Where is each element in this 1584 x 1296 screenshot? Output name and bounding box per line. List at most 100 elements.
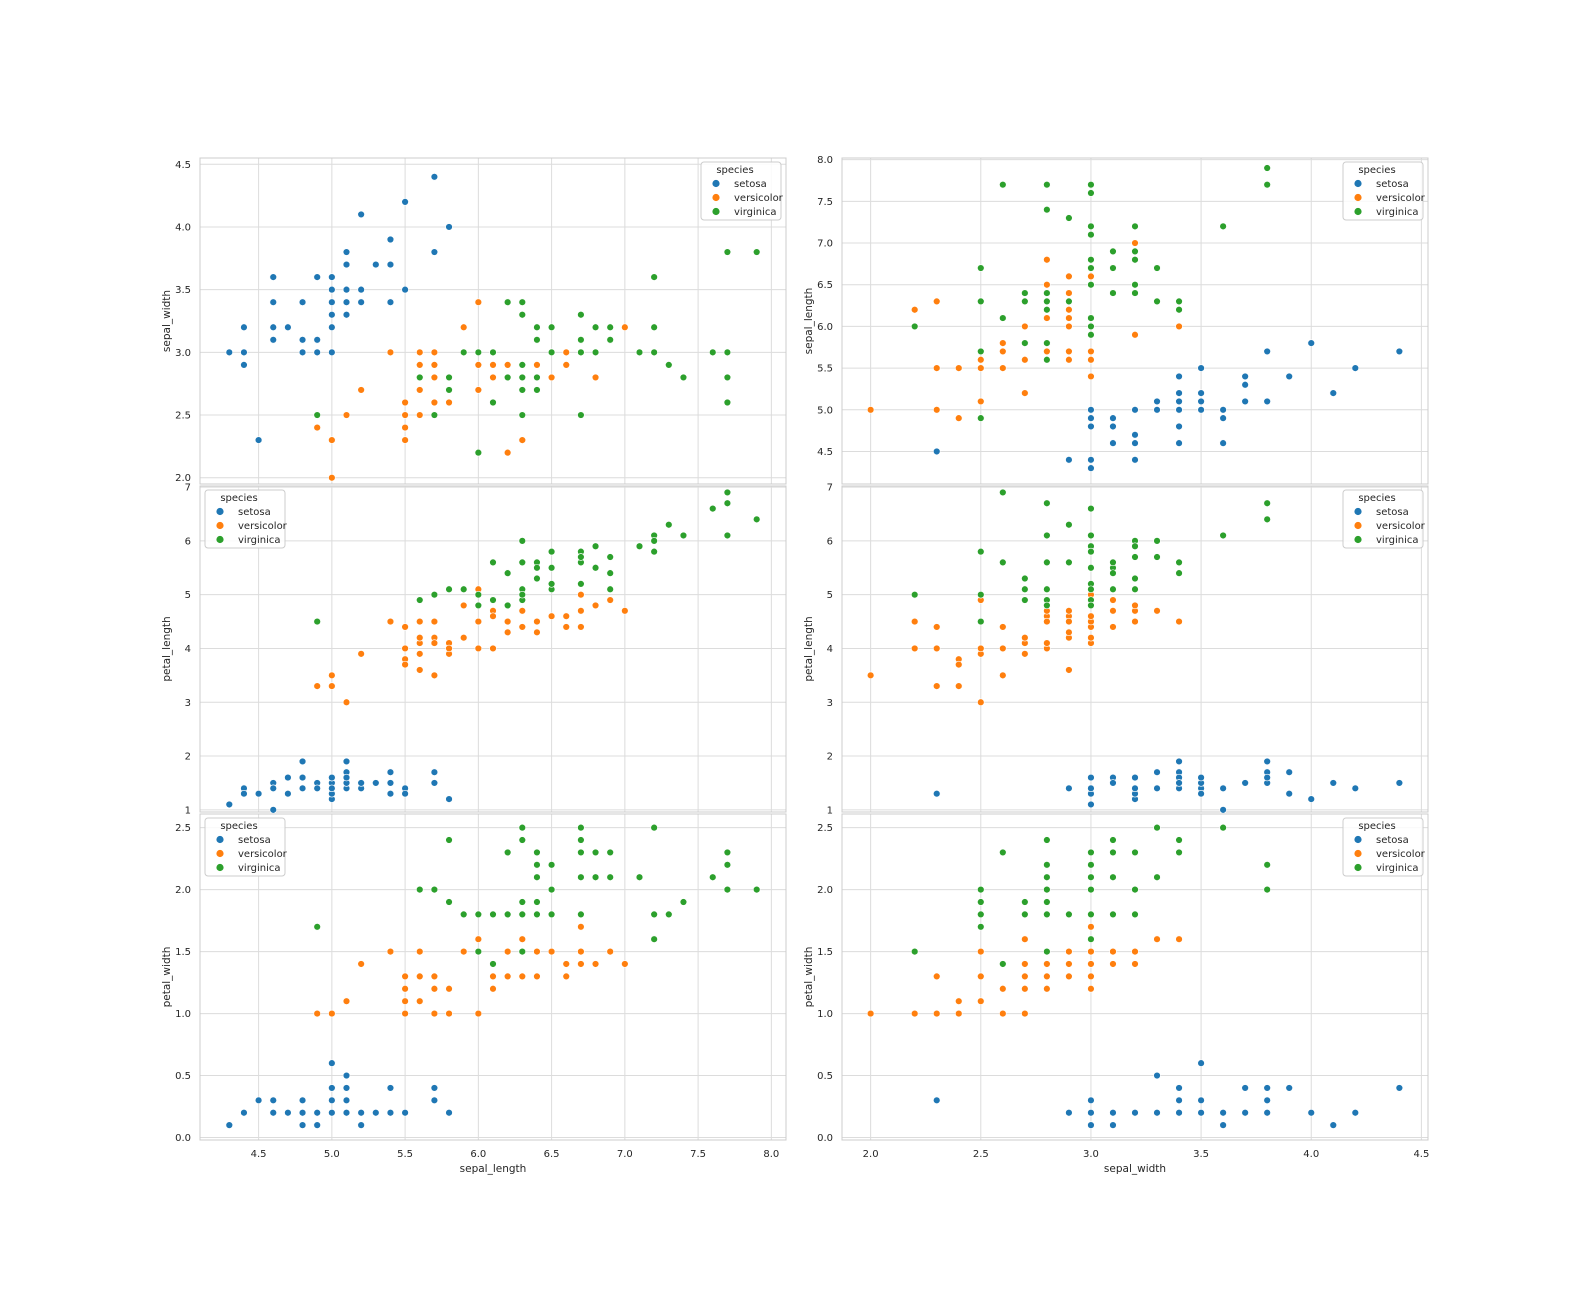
data-point: [357, 210, 365, 219]
data-point: [1043, 898, 1051, 906]
data-point: [298, 348, 307, 357]
data-point: [386, 779, 395, 787]
data-point: [1351, 784, 1360, 793]
y-tick-label: 2.5: [817, 823, 833, 834]
data-point: [489, 558, 497, 567]
data-point: [313, 348, 321, 357]
data-point: [1197, 364, 1205, 372]
data-point: [1087, 414, 1095, 422]
data-point: [313, 1121, 321, 1129]
data-point: [474, 448, 483, 457]
data-point: [342, 757, 351, 766]
data-point: [533, 861, 541, 869]
legend-marker: [712, 179, 720, 188]
data-point: [328, 323, 336, 331]
series-virginica: [313, 248, 761, 457]
data-point: [1087, 322, 1095, 331]
data-point: [933, 790, 941, 798]
data-point: [1021, 585, 1029, 593]
data-point: [955, 660, 963, 669]
data-point: [1175, 757, 1183, 766]
data-point: [723, 848, 732, 857]
y-tick-label: 4: [185, 644, 191, 655]
data-point: [577, 923, 585, 931]
data-point: [430, 348, 439, 357]
legend-marker: [216, 535, 224, 544]
data-point: [460, 348, 468, 357]
data-point: [518, 361, 526, 369]
y-tick-label: 6.5: [817, 280, 833, 291]
data-point: [1109, 289, 1117, 297]
data-point: [1241, 381, 1249, 389]
data-point: [386, 348, 395, 357]
data-point: [401, 285, 409, 294]
data-point: [1087, 222, 1095, 231]
data-point: [1329, 389, 1337, 397]
data-point: [342, 260, 351, 269]
data-point: [518, 947, 526, 956]
data-point: [1175, 848, 1183, 857]
data-point: [1263, 773, 1271, 782]
data-point: [445, 223, 453, 231]
data-point: [910, 617, 919, 626]
y-axis-label: sepal_length: [803, 288, 815, 355]
data-point: [503, 569, 512, 577]
data-point: [547, 348, 556, 357]
data-point: [1087, 935, 1095, 943]
data-point: [1175, 935, 1183, 943]
legend-marker: [1354, 849, 1362, 858]
data-point: [650, 910, 658, 919]
data-point: [1087, 800, 1095, 809]
data-point: [430, 361, 439, 369]
data-point: [1153, 768, 1161, 776]
data-point: [460, 601, 468, 610]
legend-title: species: [220, 493, 257, 504]
series-versicolor: [866, 585, 1183, 706]
legend-entry: setosa: [734, 179, 767, 190]
data-point: [1175, 1084, 1183, 1092]
data-point: [269, 323, 277, 331]
data-point: [1043, 306, 1051, 314]
data-point: [328, 1109, 336, 1117]
data-point: [955, 364, 963, 372]
data-point: [328, 773, 336, 782]
data-point: [386, 947, 395, 956]
legend-entry: virginica: [238, 535, 281, 546]
data-point: [254, 1096, 263, 1105]
data-point: [1263, 885, 1271, 894]
data-point: [977, 397, 985, 406]
data-point: [1285, 1084, 1293, 1092]
data-point: [503, 361, 512, 369]
data-point: [1109, 439, 1117, 447]
y-tick-label: 6.0: [817, 322, 833, 333]
data-point: [1263, 180, 1271, 189]
subplot-sl-sw: 2.0 2.5 3.0 3.5 4.0 4.5 sepal_width species seto…: [161, 157, 787, 485]
y-tick-label: 3: [185, 698, 191, 709]
data-point: [328, 311, 336, 319]
data-point: [533, 323, 541, 331]
data-point: [1087, 947, 1095, 956]
data-point: [577, 873, 585, 881]
data-point: [460, 585, 468, 593]
data-point: [1109, 558, 1117, 567]
series-setosa: [225, 1059, 453, 1129]
data-point: [977, 997, 985, 1005]
data-point: [1197, 389, 1205, 397]
data-point: [342, 698, 351, 706]
data-point: [503, 628, 512, 637]
data-point: [1153, 553, 1161, 561]
data-point: [503, 972, 512, 981]
data-point: [342, 1084, 351, 1092]
data-point: [1043, 972, 1051, 981]
data-point: [1307, 795, 1315, 803]
y-tick-label: 2.5: [175, 411, 191, 422]
data-point: [1043, 314, 1051, 322]
data-point: [1087, 504, 1095, 513]
legend-entry: setosa: [1376, 835, 1409, 846]
y-tick-label: 5: [185, 590, 191, 601]
data-point: [977, 885, 985, 894]
data-point: [518, 935, 526, 943]
legend-marker: [1354, 507, 1362, 516]
data-point: [1131, 574, 1139, 583]
data-point: [401, 660, 409, 669]
